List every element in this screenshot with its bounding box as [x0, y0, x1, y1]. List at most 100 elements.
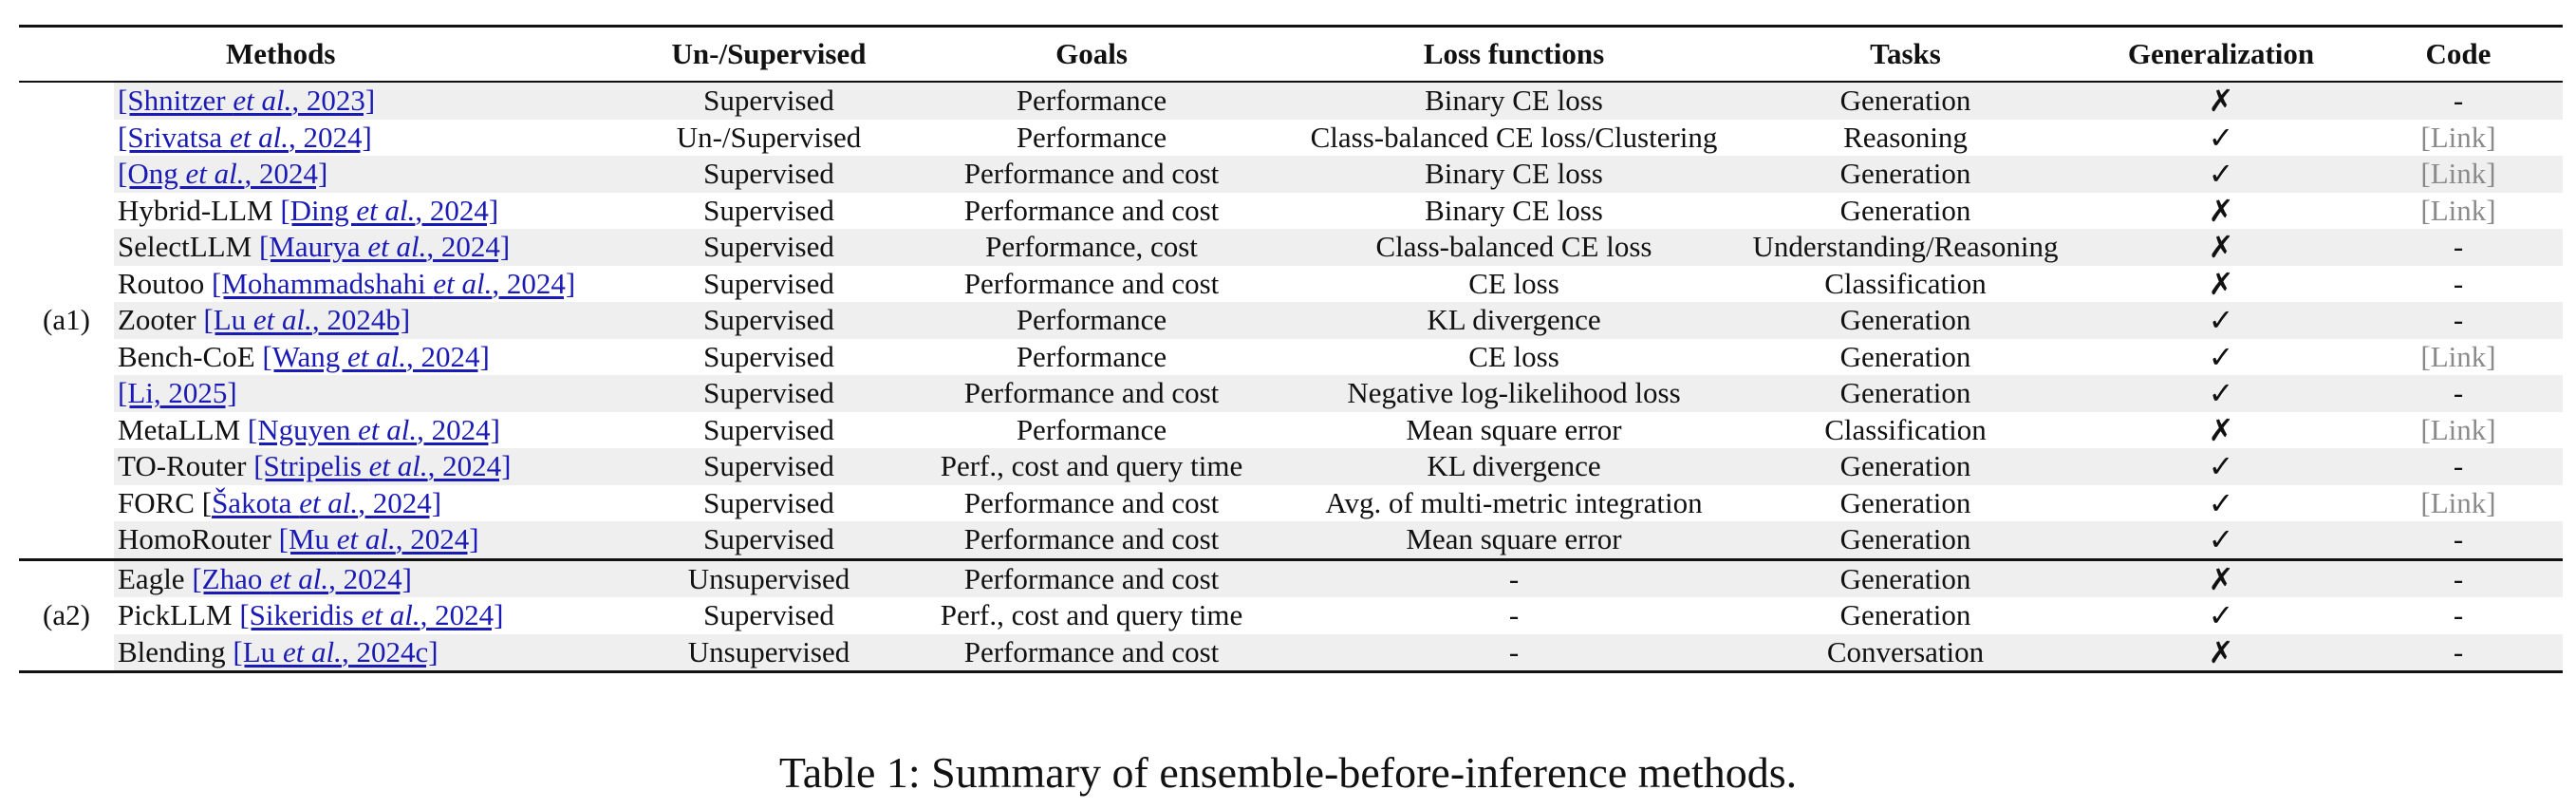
- method-cell: FORC [Šakota et al., 2024]: [114, 485, 660, 522]
- table-row: HomoRouter [Mu et al., 2024] Supervised Pe…: [19, 521, 2563, 559]
- method-cell: Zooter [Lu et al., 2024b]: [114, 302, 660, 339]
- method-cell: [Ong et al., 2024]: [114, 156, 660, 193]
- citation-link[interactable]: [Ong et al., 2024]: [118, 157, 327, 190]
- citation-link[interactable]: [Nguyen et al., 2024]: [248, 413, 500, 446]
- table-row: [Srivatsa et al., 2024] Un-/Supervised Per…: [19, 120, 2563, 157]
- citation-year: , 2024]: [395, 522, 479, 556]
- loss-function-cell: KL divergence: [1305, 302, 1723, 339]
- code-cell: -: [2354, 375, 2563, 412]
- goals-cell: Performance: [1016, 412, 1167, 446]
- goals-cell: Performance and cost: [878, 633, 1305, 672]
- method-name: MetaLLM: [118, 412, 248, 446]
- goals-cell: Performance: [878, 82, 1305, 120]
- code-cell: -: [2354, 559, 2563, 597]
- goals-cell: Performance, cost: [878, 229, 1305, 266]
- code-link[interactable]: [Link]: [2420, 412, 2496, 446]
- supervision-cell: Supervised: [660, 229, 878, 266]
- method-name: SelectLLM: [118, 230, 259, 264]
- supervision-cell: Supervised: [703, 266, 834, 300]
- cross-mark-icon: ✗: [2088, 633, 2354, 672]
- citation-link[interactable]: [Shnitzer et al., 2023]: [118, 84, 375, 117]
- tasks-cell: Generation: [1723, 448, 2088, 485]
- citation-etal: et al.: [229, 120, 289, 154]
- citation-author: [Mu: [278, 522, 337, 556]
- check-mark-icon: ✓: [2088, 448, 2354, 485]
- citation-link[interactable]: [Li, 2025]: [118, 376, 237, 409]
- citation-author: [Nguyen: [247, 412, 359, 446]
- tasks-cell: Understanding/Reasoning: [1723, 229, 2088, 266]
- citation-author: [Lu: [203, 303, 253, 337]
- citation-etal: et al.: [299, 485, 359, 519]
- supervision-cell: Un-/Supervised: [676, 120, 862, 154]
- loss-function-cell: Avg. of multi-metric integration: [1325, 485, 1703, 519]
- tasks-cell: Generation: [1839, 193, 1971, 227]
- cross-mark-icon: ✗: [2208, 266, 2234, 301]
- citation-link[interactable]: [Stripelis et al., 2024]: [253, 449, 511, 482]
- cross-mark-icon: ✗: [2208, 193, 2234, 228]
- header-goals: Goals: [1055, 37, 1128, 70]
- code-cell: -: [2354, 633, 2563, 672]
- code-link[interactable]: [Link]: [2420, 485, 2496, 519]
- citation-year: , 2024]: [358, 485, 442, 519]
- citation-link[interactable]: [Srivatsa et al., 2024]: [118, 121, 372, 154]
- method-cell: [Li, 2025]: [114, 375, 660, 412]
- tasks-cell: Generation: [1839, 485, 1971, 519]
- code-link[interactable]: [Link]: [2420, 339, 2496, 373]
- table-row: Routoo [Mohammadshahi et al., 2024] Super…: [19, 266, 2563, 303]
- method-name: Blending: [118, 634, 233, 668]
- citation-etal: et al.: [367, 230, 427, 264]
- code-link[interactable]: [Link]: [2420, 120, 2496, 154]
- supervision-cell: Supervised: [703, 485, 834, 519]
- loss-function-cell: -: [1305, 559, 1723, 597]
- method-cell: PickLLM [Sikeridis et al., 2024]: [114, 597, 660, 634]
- citation-etal: et al.: [433, 266, 493, 300]
- citation-link[interactable]: Šakota et al., 2024]: [212, 486, 441, 519]
- loss-function-cell: -: [1305, 633, 1723, 672]
- method-name: PickLLM: [118, 598, 240, 632]
- citation-link[interactable]: [Maurya et al., 2024]: [259, 230, 510, 263]
- table-row: (a1) [Shnitzer et al., 2023] Supervised Per…: [19, 82, 2563, 559]
- cross-mark-icon: ✗: [2088, 559, 2354, 597]
- citation-link[interactable]: [Zhao et al., 2024]: [192, 562, 412, 595]
- supervision-cell: Supervised: [660, 156, 878, 193]
- table-caption: Table 1: Summary of ensemble-before-infe…: [778, 748, 1798, 797]
- citation-link[interactable]: [Sikeridis et al., 2024]: [239, 598, 503, 631]
- loss-function-cell: Binary CE loss: [1305, 82, 1723, 120]
- citation-link[interactable]: [Lu et al., 2024c]: [233, 635, 438, 668]
- goals-cell: Performance: [878, 302, 1305, 339]
- citation-link[interactable]: [Wang et al., 2024]: [262, 340, 489, 373]
- check-mark-icon: ✓: [2088, 156, 2354, 193]
- method-cell: [Shnitzer et al., 2023]: [114, 82, 660, 120]
- citation-author: [Maurya: [258, 230, 368, 264]
- citation-etal: et al.: [252, 303, 312, 337]
- citation-author: [Shnitzer: [118, 84, 233, 118]
- supervision-cell: Supervised: [703, 412, 834, 446]
- citation-link[interactable]: [Mu et al., 2024]: [279, 522, 479, 555]
- method-cell: Bench-CoE [Wang et al., 2024]: [114, 339, 660, 376]
- citation-etal: et al.: [368, 449, 428, 483]
- code-link[interactable]: [Link]: [2420, 193, 2496, 227]
- citation-link[interactable]: [Mohammadshahi et al., 2024]: [212, 267, 575, 300]
- code-cell: -: [2354, 302, 2563, 339]
- table-row: FORC [Šakota et al., 2024] Supervised Perf…: [19, 485, 2563, 522]
- table-row: TO-Router [Stripelis et al., 2024] Superv…: [19, 448, 2563, 485]
- citation-link[interactable]: [Lu et al., 2024b]: [203, 303, 410, 336]
- tasks-cell: Conversation: [1723, 633, 2088, 672]
- check-mark-icon: ✓: [2208, 598, 2234, 633]
- method-name: HomoRouter: [118, 522, 279, 556]
- method-name: Hybrid-LLM: [118, 193, 281, 227]
- cross-mark-icon: ✗: [2208, 412, 2234, 447]
- group-label: (a2): [19, 559, 114, 672]
- citation-etal: et al.: [361, 598, 420, 632]
- citation-link[interactable]: [Ding et al., 2024]: [280, 194, 498, 227]
- citation-etal: et al.: [282, 634, 342, 668]
- code-cell: -: [2453, 266, 2464, 300]
- goals-cell: Performance and cost: [878, 156, 1305, 193]
- tasks-cell: Generation: [1723, 156, 2088, 193]
- tasks-cell: Generation: [1723, 559, 2088, 597]
- table-row: Blending [Lu et al., 2024c] Unsupervised P…: [19, 633, 2563, 672]
- cross-mark-icon: ✗: [2088, 82, 2354, 120]
- code-link[interactable]: [Link]: [2354, 156, 2563, 193]
- goals-cell: Performance and cost: [878, 521, 1305, 559]
- citation-etal: et al.: [270, 561, 329, 595]
